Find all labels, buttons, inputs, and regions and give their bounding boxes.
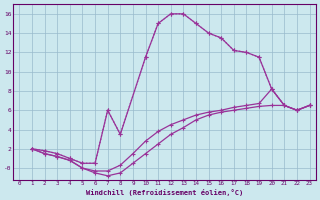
- X-axis label: Windchill (Refroidissement éolien,°C): Windchill (Refroidissement éolien,°C): [86, 189, 243, 196]
